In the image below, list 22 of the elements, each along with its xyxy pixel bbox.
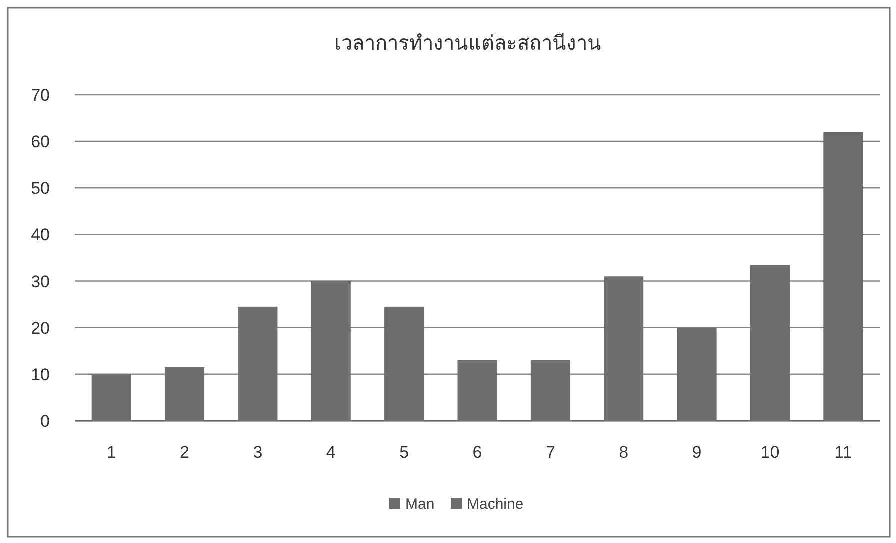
x-tick-label: 1 — [106, 443, 116, 462]
x-tick-label: 5 — [400, 443, 410, 462]
x-tick-label: 4 — [326, 443, 336, 462]
x-tick-label: 11 — [834, 443, 852, 462]
x-tick-label: 3 — [253, 443, 263, 462]
y-tick-label: 70 — [31, 86, 50, 105]
x-tick-label: 7 — [546, 443, 556, 462]
x-tick-label: 10 — [760, 443, 780, 462]
legend-label: Man — [406, 496, 435, 513]
x-tick-label: 2 — [180, 443, 190, 462]
legend-label: Machine — [467, 496, 524, 513]
y-tick-label: 50 — [31, 179, 50, 198]
y-tick-label: 30 — [31, 272, 50, 292]
y-tick-label: 40 — [31, 226, 50, 245]
x-tick-label: 9 — [692, 443, 702, 462]
y-tick-label: 20 — [31, 318, 50, 338]
y-tick-label: 60 — [31, 132, 50, 152]
x-tick-label: 6 — [472, 443, 482, 462]
y-tick-label: 0 — [40, 412, 50, 431]
y-tick-label: 10 — [31, 365, 50, 384]
chart-title: เวลาการทำงานแต่ละสถานีงาน — [334, 33, 602, 55]
x-tick-label: 8 — [619, 443, 629, 462]
